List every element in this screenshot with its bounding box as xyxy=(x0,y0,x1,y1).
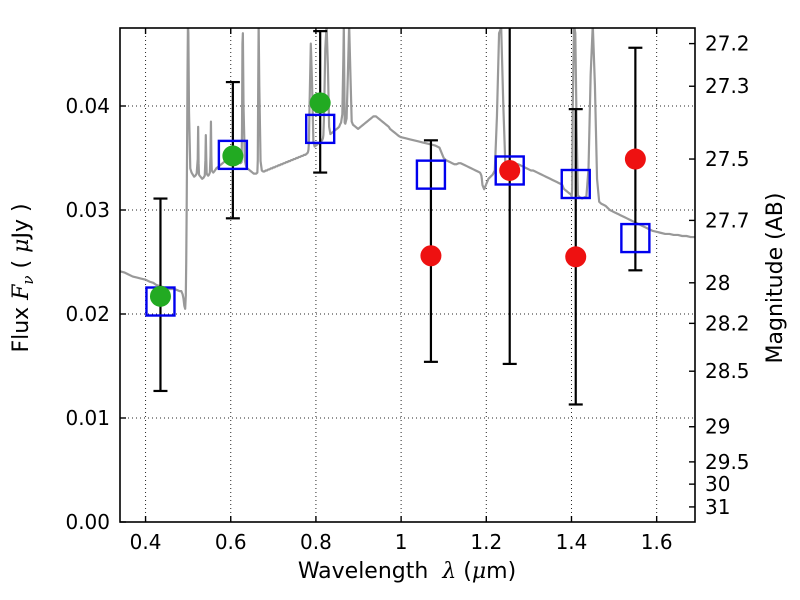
y-tick-label-right: 28.2 xyxy=(705,311,750,335)
x-tick-label: 0.6 xyxy=(215,530,247,554)
model-photometry-marker xyxy=(415,159,447,190)
y-tick-label-right: 27.2 xyxy=(705,32,750,56)
y-tick-label-right: 27.7 xyxy=(705,208,750,232)
y-tick-label-right: 27.3 xyxy=(705,74,750,98)
y-tick-label-right: 29 xyxy=(705,415,730,439)
axes-background xyxy=(120,28,695,522)
model-spectrum-line xyxy=(120,28,695,310)
observed-photometry-marker xyxy=(222,145,244,167)
model-photometry-marker xyxy=(494,155,525,186)
observed-photometry-marker xyxy=(309,92,331,114)
observed-photometry-marker xyxy=(149,285,171,307)
y-tick-label-right: 31 xyxy=(705,495,730,519)
x-tick-label: 1 xyxy=(395,530,408,554)
data-markers xyxy=(145,92,651,317)
x-tick-label: 0.4 xyxy=(130,530,162,554)
y-tick-label-right: 30 xyxy=(705,472,730,496)
x-tick-label: 1.2 xyxy=(470,530,502,554)
y-tick-label-left: 0.01 xyxy=(65,406,110,430)
observed-photometry-marker xyxy=(565,246,587,268)
x-tick-label: 1.4 xyxy=(556,530,588,554)
error-bar xyxy=(502,28,517,366)
y-tick-label-left: 0.03 xyxy=(65,198,110,222)
axes-spines xyxy=(119,27,696,523)
y-axis-title-right: Magnitude (AB) xyxy=(763,193,788,364)
observed-photometry-marker xyxy=(420,245,442,267)
model-photometry-marker xyxy=(217,139,249,171)
y-tick-label-right: 29.5 xyxy=(705,450,750,474)
model-photometry-marker xyxy=(620,222,651,254)
x-axis-title: Wavelength λ (μm) xyxy=(298,559,516,584)
y-tick-label-right: 27.5 xyxy=(705,147,750,171)
axes-frame xyxy=(119,27,696,523)
y-tick-label-right: 28.5 xyxy=(705,359,750,383)
model-spectrum-path xyxy=(120,28,695,310)
y-tick-label-left: 0.02 xyxy=(65,302,110,326)
y-tick-label-left: 0.04 xyxy=(65,94,110,118)
x-tick-label: 1.6 xyxy=(641,530,673,554)
y-tick-label-left: 0.00 xyxy=(65,510,110,534)
axis-ticks: 0.4 0.6 0.8 1 1.2 1.4 1.6 0.00 0.01 0.02 0.03 0.04 2… xyxy=(65,28,750,554)
model-photometry-marker xyxy=(560,168,591,200)
y-axis-title-left: Flux Fν ( μJy ) xyxy=(9,203,37,352)
observed-photometry-marker xyxy=(499,159,521,181)
x-tick-label: 0.8 xyxy=(300,530,332,554)
y-tick-label-right: 28 xyxy=(705,271,730,295)
model-photometry-marker xyxy=(304,113,336,145)
observed-photometry-marker xyxy=(624,148,646,170)
